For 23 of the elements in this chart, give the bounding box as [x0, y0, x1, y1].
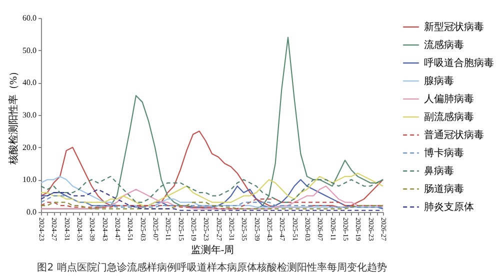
legend-label: 肠道病毒	[424, 183, 464, 195]
y-tick-label: 0.0	[26, 208, 36, 216]
y-tick-label: 20.0	[22, 142, 36, 152]
y-tick-label: 30.0	[22, 110, 36, 120]
line-series	[40, 195, 384, 208]
text: 图2 哨点医院门急诊流感样病例呼吸道样本病原体核酸检测阳性率每周变化趋势	[37, 261, 387, 274]
legend-label: 博卡病毒	[424, 147, 464, 159]
line-series	[40, 202, 384, 210]
legend-label: 新型冠状病毒	[424, 21, 484, 33]
y-axis-title: 核酸检测阳性率（%）	[8, 66, 20, 166]
legend-label: 人偏肺病毒	[424, 93, 474, 105]
legend-label: 肺炎支原体	[424, 201, 474, 213]
legend-label: 腺病毒	[424, 75, 454, 87]
legend-label: 呼吸道合胞病毒	[424, 57, 494, 69]
y-tick-label: 50.0	[22, 46, 36, 55]
legend-label: 普通冠状病毒	[424, 129, 484, 141]
legend-label: 流感病毒	[424, 39, 464, 51]
y-tick-label: 40.0	[22, 78, 36, 88]
legend-label: 副流感病毒	[424, 111, 474, 123]
y-tick-label: 10.0	[22, 175, 36, 184]
legend-label: 鼻病毒	[424, 165, 454, 177]
x-axis-title: 监测年-周	[190, 244, 234, 256]
y-tick-label: 60.0	[22, 14, 36, 22]
